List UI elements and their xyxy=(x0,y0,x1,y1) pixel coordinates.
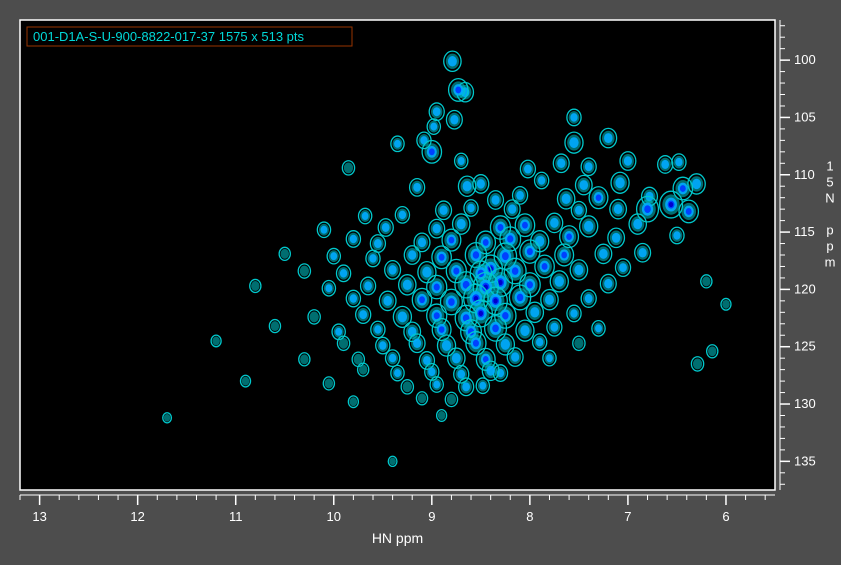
y-tick-label: 120 xyxy=(794,281,816,296)
y-tick-label: 115 xyxy=(794,224,815,239)
x-tick-label: 8 xyxy=(526,509,533,524)
y-axis-label: 5 xyxy=(826,174,833,189)
y-tick-label: 125 xyxy=(794,339,816,354)
x-tick-label: 10 xyxy=(327,509,341,524)
x-tick-label: 7 xyxy=(624,509,631,524)
x-tick-label: 9 xyxy=(428,509,435,524)
x-tick-label: 12 xyxy=(130,509,144,524)
y-tick-label: 100 xyxy=(794,52,816,67)
y-tick-label: 110 xyxy=(794,167,815,182)
legend-text: 001-D1A-S-U-900-8822-017-37 1575 x 513 p… xyxy=(33,29,305,44)
y-axis-label: N xyxy=(825,190,834,205)
y-tick-label: 105 xyxy=(794,109,816,124)
x-tick-label: 13 xyxy=(32,509,46,524)
y-tick-label: 135 xyxy=(794,453,816,468)
y-tick-label: 130 xyxy=(794,396,816,411)
x-axis-label: HN ppm xyxy=(372,530,423,546)
x-tick-label: 6 xyxy=(722,509,729,524)
plot-area[interactable] xyxy=(20,20,775,490)
y-axis-label: 1 xyxy=(826,158,833,173)
nmr-contour-plot: 13 12 11 10 9 8 7 6 HN ppm 100 105 110 115 120 125 130 1… xyxy=(0,0,841,565)
y-axis-label: m xyxy=(825,254,836,269)
y-axis-label: p xyxy=(826,238,833,253)
x-tick-label: 11 xyxy=(229,509,243,524)
y-axis-label: p xyxy=(826,222,833,237)
